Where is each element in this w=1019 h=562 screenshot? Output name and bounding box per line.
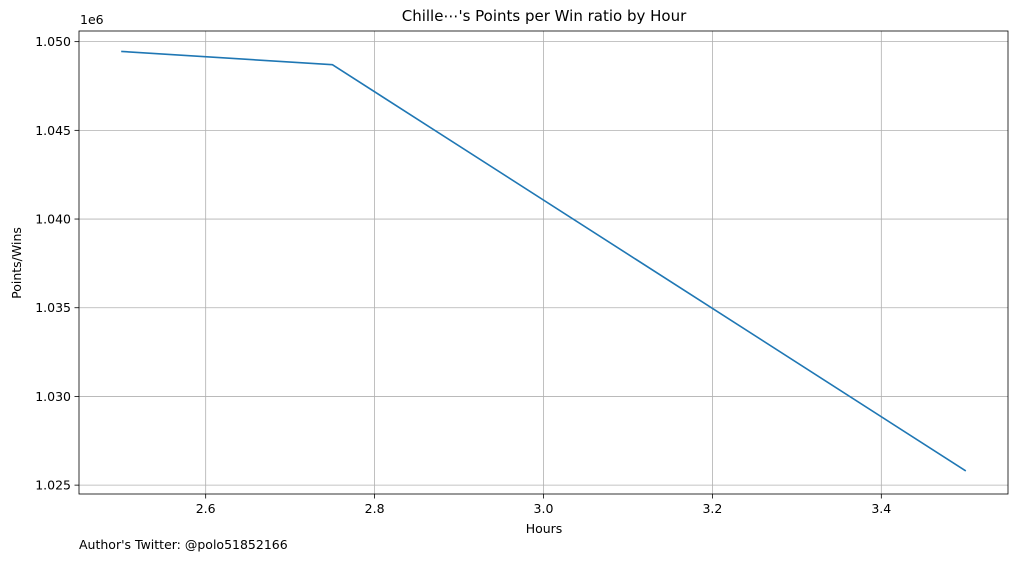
x-axis-label: Hours <box>526 521 563 536</box>
y-tick-label: 1.045 <box>35 123 71 138</box>
y-tick-label: 1.025 <box>35 478 71 493</box>
series-line <box>121 50 967 472</box>
y-tick-label: 1.035 <box>35 300 71 315</box>
chart-title: Chille⋯'s Points per Win ratio by Hour <box>402 7 687 25</box>
y-tick-label: 1.050 <box>35 34 71 49</box>
x-tick-label: 3.2 <box>702 501 722 516</box>
x-tick-label: 2.6 <box>196 501 216 516</box>
x-tick-label: 2.8 <box>365 501 385 516</box>
y-axis-multiplier: 1e6 <box>80 12 104 27</box>
author-twitter-note: Author's Twitter: @polo51852166 <box>79 537 288 552</box>
data-series <box>121 50 967 472</box>
y-axis-label: Points/Wins <box>9 227 24 299</box>
x-tick-label: 3.4 <box>871 501 891 516</box>
x-axis: 2.6 2.8 3.0 3.2 3.4 <box>196 494 891 516</box>
x-tick-label: 3.0 <box>534 501 554 516</box>
y-tick-label: 1.030 <box>35 389 71 404</box>
y-axis: 1.025 1.030 1.035 1.040 1.045 1.050 <box>35 34 79 493</box>
grid-lines <box>79 31 1008 494</box>
y-tick-label: 1.040 <box>35 212 71 227</box>
